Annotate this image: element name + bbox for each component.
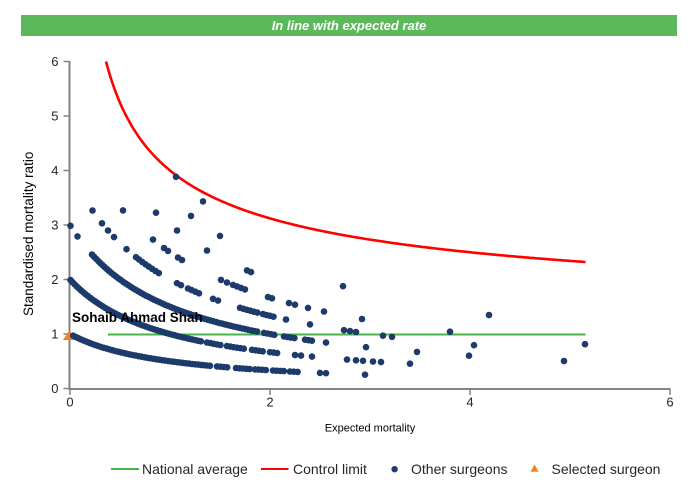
svg-text:Selected surgeon: Selected surgeon — [552, 461, 661, 477]
svg-text:2: 2 — [266, 395, 273, 410]
svg-text:Sohaib Ahmad Shah: Sohaib Ahmad Shah — [72, 310, 203, 325]
svg-text:4: 4 — [51, 163, 58, 178]
svg-text:Control limit: Control limit — [293, 461, 367, 477]
svg-text:1: 1 — [51, 327, 58, 342]
svg-text:5: 5 — [51, 109, 58, 124]
svg-text:National average: National average — [142, 461, 248, 477]
svg-text:Other surgeons: Other surgeons — [411, 461, 508, 477]
svg-text:4: 4 — [466, 395, 473, 410]
svg-text:6: 6 — [51, 54, 58, 69]
svg-text:Expected mortality: Expected mortality — [325, 423, 416, 435]
svg-text:2: 2 — [51, 272, 58, 287]
svg-text:0: 0 — [51, 381, 58, 396]
svg-text:6: 6 — [666, 395, 673, 410]
svg-text:0: 0 — [66, 395, 73, 410]
svg-text:Standardised mortality ratio: Standardised mortality ratio — [21, 152, 36, 316]
svg-text:3: 3 — [51, 218, 58, 233]
